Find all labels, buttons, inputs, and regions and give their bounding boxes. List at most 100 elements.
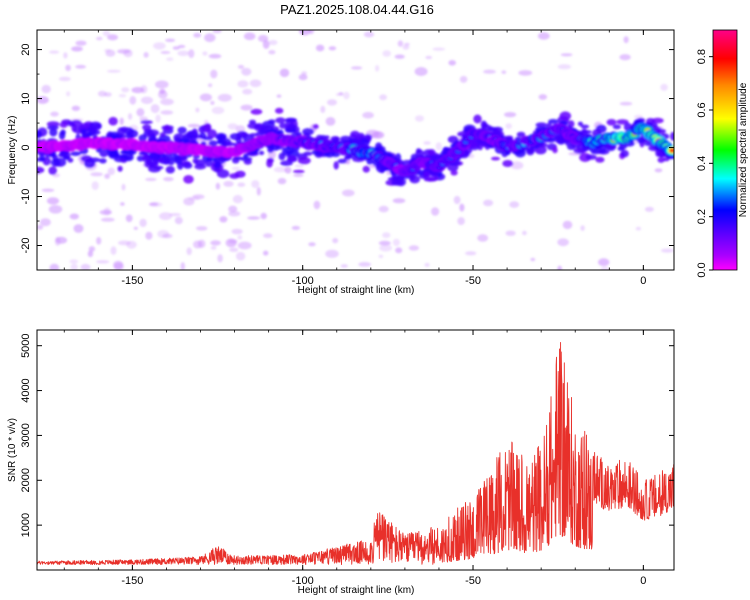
heatmap-band-blob (616, 119, 629, 125)
heatmap-band-blob (280, 160, 293, 166)
heatmap-speckle (477, 234, 489, 242)
heatmap-speckle (294, 164, 305, 168)
heatmap-band-blob (183, 175, 194, 184)
snr-y-axis-title: SNR (10 * v/v) (7, 418, 18, 482)
heatmap-speckle (55, 236, 68, 244)
heatmap-ridge-blob (669, 148, 674, 153)
heatmap-speckle (110, 246, 117, 255)
heatmap-speckle (199, 93, 212, 102)
heatmap-speckle (91, 181, 99, 191)
heatmap-band-blob (47, 125, 59, 130)
heatmap-speckle (237, 182, 246, 187)
heatmap-speckle (160, 98, 174, 106)
heatmap-band-blob (249, 133, 258, 137)
spectrogram-heatmap (37, 30, 674, 270)
heatmap-speckle (661, 248, 674, 253)
heatmap-band-blob (49, 127, 58, 137)
heatmap-speckle (107, 167, 116, 176)
heatmap-speckle (423, 141, 431, 145)
heatmap-band-blob (80, 122, 91, 130)
heatmap-speckle (268, 50, 276, 55)
heatmap-band-blob (473, 114, 482, 124)
heatmap-speckle (256, 187, 261, 196)
y-tick-label: 20 (20, 43, 32, 55)
heatmap-speckle (193, 32, 202, 38)
heatmap-band-blob (595, 156, 605, 163)
heatmap-speckle (562, 220, 573, 230)
heatmap-speckle (510, 161, 524, 170)
heatmap-speckle (139, 218, 147, 228)
heatmap-speckle (225, 238, 237, 248)
heatmap-band-blob (312, 124, 319, 130)
snr-frame (36, 329, 675, 571)
heatmap-band-blob (303, 151, 313, 156)
heatmap-band-blob (362, 165, 370, 173)
heatmap-band-blob (171, 156, 181, 163)
heatmap-speckle (408, 245, 420, 251)
heatmap-band-blob (216, 169, 230, 179)
heatmap-speckle (483, 199, 494, 207)
heatmap-speckle (284, 166, 292, 174)
heatmap-band-blob (491, 156, 500, 161)
heatmap-band-blob (577, 121, 584, 127)
heatmap-speckle (50, 111, 59, 117)
heatmap-speckle (530, 257, 536, 262)
heatmap-speckle (644, 206, 654, 212)
heatmap-band-blob (46, 121, 60, 127)
heatmap-speckle (229, 247, 239, 252)
heatmap-band-blob (224, 142, 236, 147)
heatmap-speckle (358, 262, 372, 267)
heatmap-speckle (174, 216, 183, 225)
heatmap-speckle (242, 88, 253, 95)
heatmap-speckle (96, 237, 102, 245)
heatmap-speckle (580, 225, 585, 232)
heatmap-speckle (204, 33, 216, 43)
heatmap-speckle (103, 207, 111, 216)
heatmap-speckle (518, 70, 533, 76)
heatmap-speckle (240, 104, 253, 111)
heatmap-band-blob (552, 147, 558, 154)
heatmap-speckle (235, 251, 246, 261)
heatmap-speckle (39, 218, 51, 227)
heatmap-speckle (308, 242, 316, 247)
heatmap-speckle (397, 40, 404, 47)
heatmap-speckle (414, 67, 428, 76)
heatmap-speckle (483, 69, 496, 74)
heatmap-band-blob (243, 153, 249, 159)
heatmap-speckle (378, 254, 384, 259)
heatmap-band-blob (70, 151, 82, 156)
heatmap-speckle (243, 32, 256, 41)
heatmap-speckle (432, 47, 446, 51)
heatmap-band-blob (526, 147, 535, 156)
heatmap-band-blob (42, 156, 51, 166)
heatmap-speckle (121, 87, 130, 93)
heatmap-speckle (237, 80, 249, 88)
heatmap-speckle (338, 92, 344, 96)
heatmap-speckle (378, 205, 389, 213)
heatmap-speckle (342, 189, 355, 197)
x-tick-label: -50 (465, 275, 481, 287)
heatmap-speckle (299, 30, 311, 36)
heatmap-speckle (378, 240, 391, 246)
heatmap-speckle (69, 259, 79, 264)
heatmap-band-blob (119, 150, 129, 155)
heatmap-band-blob (337, 158, 347, 164)
heatmap-band-blob (214, 167, 221, 173)
heatmap-speckle (186, 247, 192, 256)
heatmap-band-blob (255, 124, 263, 130)
x-tick-label: -150 (121, 275, 143, 287)
heatmap-speckle (212, 30, 222, 34)
heatmap-speckle (560, 53, 573, 57)
heatmap-speckle (538, 94, 548, 100)
heatmap-band-blob (117, 127, 125, 136)
heatmap-speckle (155, 80, 169, 89)
heatmap-speckle (263, 233, 273, 239)
heatmap-speckle (340, 264, 348, 268)
heatmap-band-blob (259, 150, 265, 156)
heatmap-speckle (187, 123, 200, 128)
heatmap-band-blob (59, 121, 68, 128)
spectrogram-y-axis-title: Frequency (Hz) (7, 116, 18, 185)
heatmap-speckle (177, 44, 186, 49)
heatmap-band-blob (164, 124, 170, 131)
heatmap-band-blob (208, 140, 218, 147)
